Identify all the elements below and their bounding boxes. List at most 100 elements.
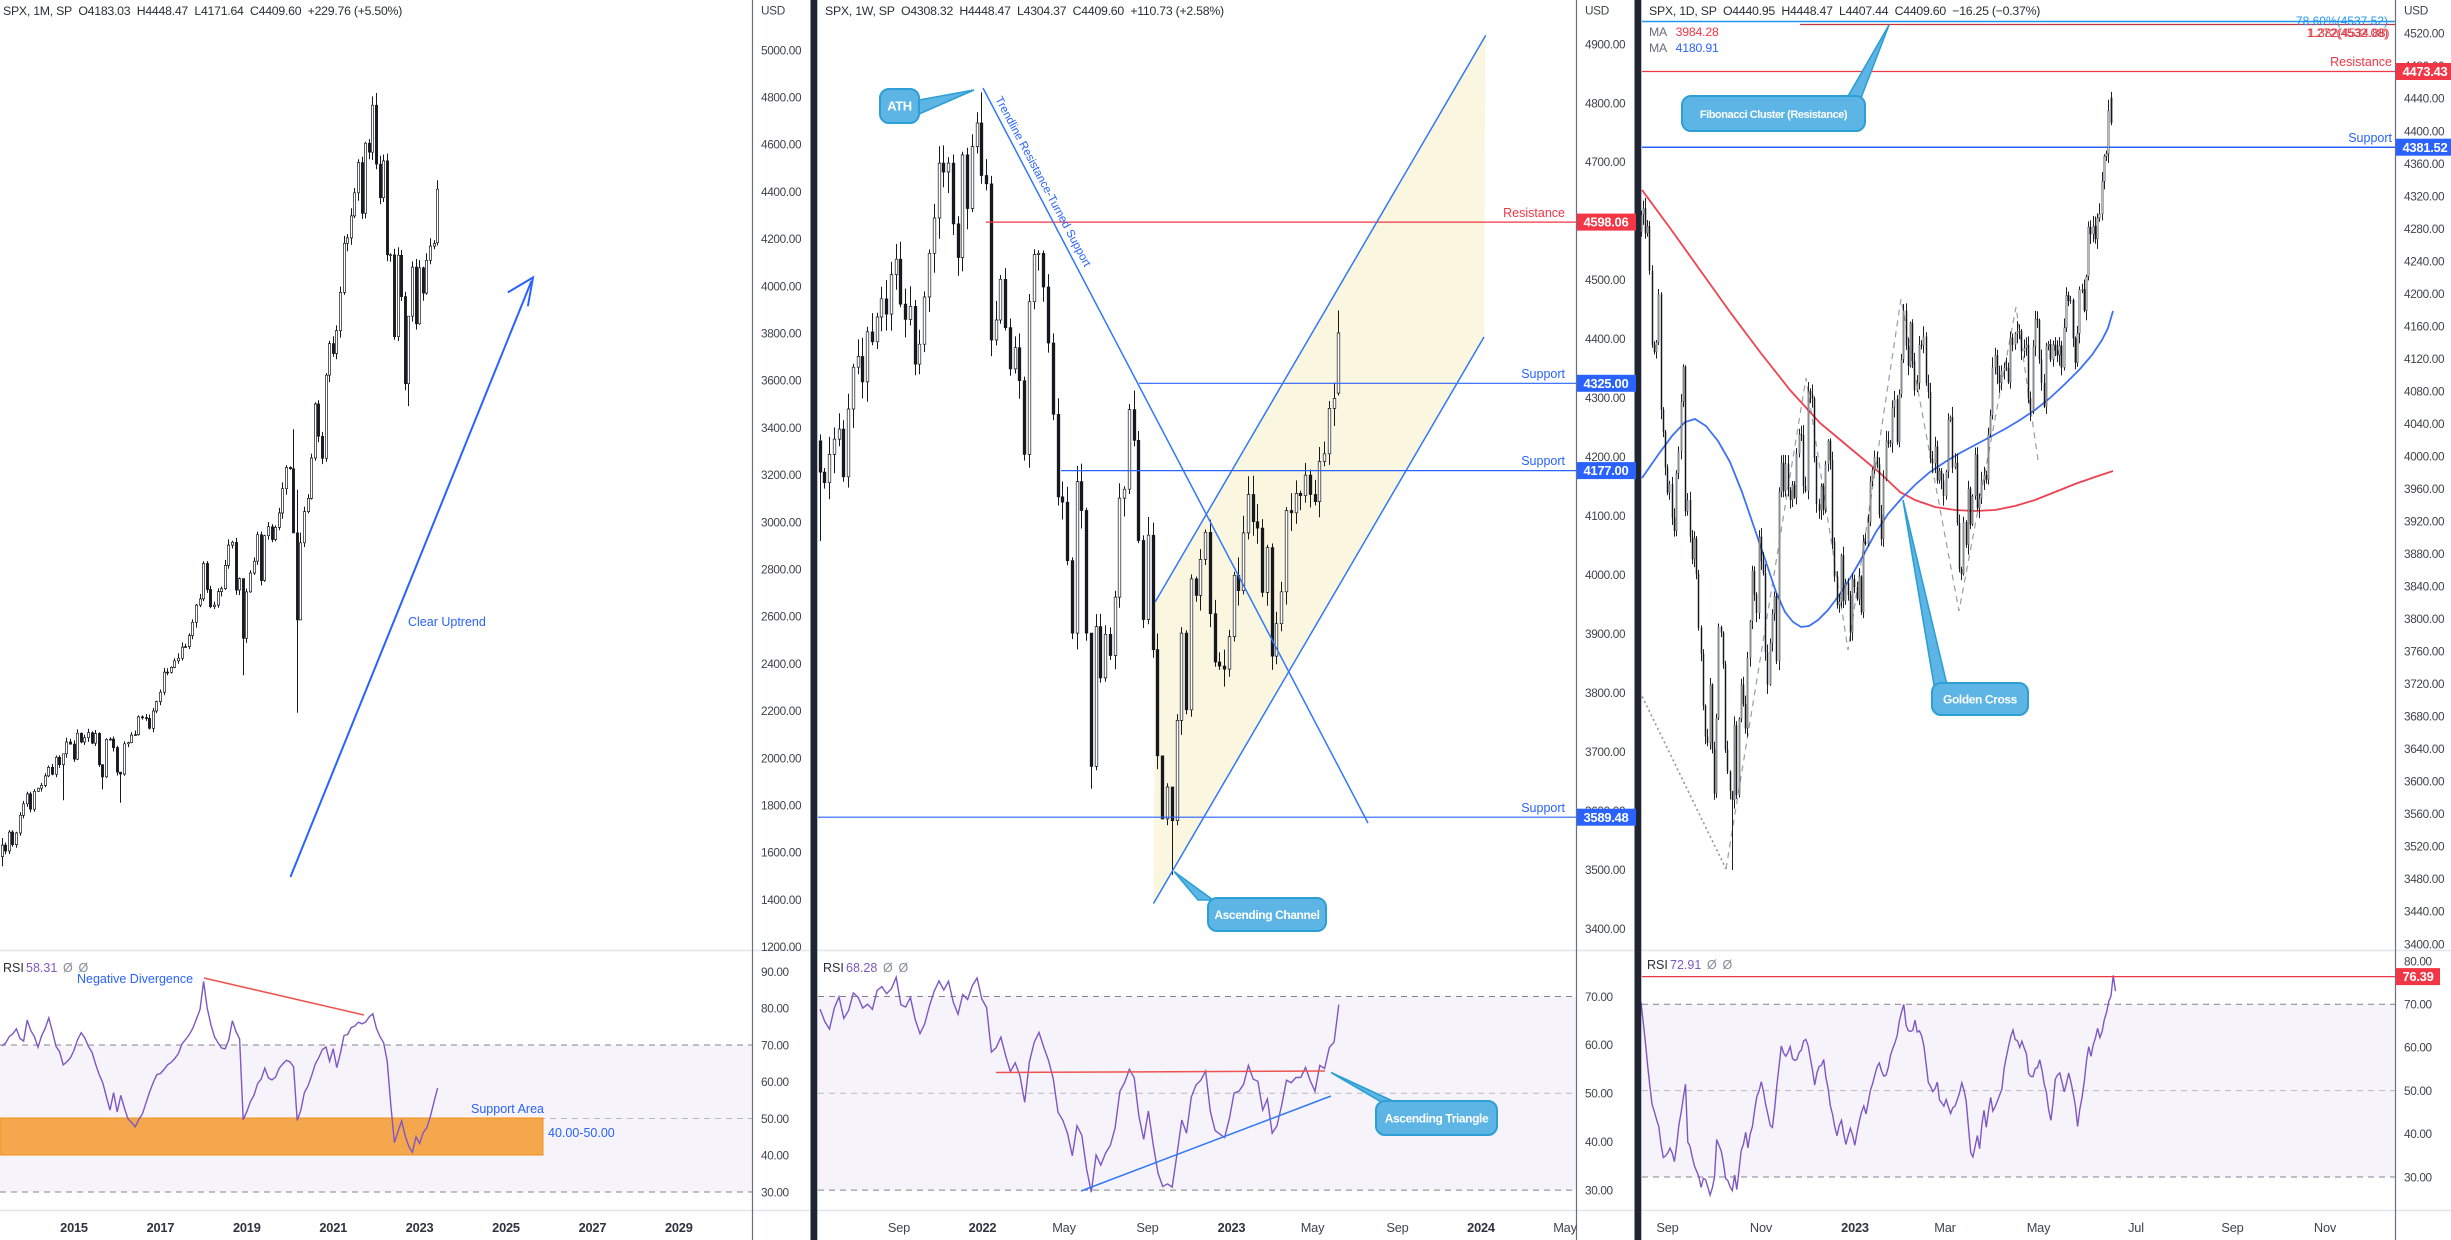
svg-text:Ø: Ø [63, 961, 73, 975]
svg-text:2600.00: 2600.00 [761, 610, 802, 624]
svg-text:1800.00: 1800.00 [761, 799, 802, 813]
svg-text:1600.00: 1600.00 [761, 846, 802, 860]
svg-text:ATH: ATH [887, 98, 912, 113]
svg-text:4200.00: 4200.00 [1585, 450, 1626, 464]
svg-text:3400.00: 3400.00 [1585, 922, 1626, 936]
svg-text:4320.00: 4320.00 [2404, 189, 2445, 203]
svg-text:2025: 2025 [492, 1220, 520, 1235]
svg-text:68.28: 68.28 [846, 961, 877, 975]
svg-text:3700.00: 3700.00 [1585, 745, 1626, 759]
svg-text:4040.00: 4040.00 [2404, 417, 2445, 431]
svg-text:3560.00: 3560.00 [2404, 807, 2445, 821]
svg-text:70.00: 70.00 [2404, 998, 2433, 1012]
svg-text:4325.00: 4325.00 [1584, 376, 1629, 391]
svg-text:Support Area: Support Area [471, 1102, 544, 1116]
svg-text:4080.00: 4080.00 [2404, 384, 2445, 398]
svg-text:Ascending Triangle: Ascending Triangle [1385, 1111, 1489, 1125]
svg-text:72.91: 72.91 [1670, 958, 1701, 972]
svg-text:Support: Support [1521, 801, 1565, 815]
svg-text:4000.00: 4000.00 [1585, 568, 1626, 582]
svg-text:60.00: 60.00 [1585, 1038, 1614, 1052]
svg-text:3880.00: 3880.00 [2404, 547, 2445, 561]
svg-text:60.00: 60.00 [2404, 1041, 2433, 1055]
svg-text:2024: 2024 [1467, 1220, 1496, 1235]
svg-text:1.272(4532.08): 1.272(4532.08) [2307, 26, 2388, 40]
svg-text:40.00: 40.00 [1585, 1135, 1614, 1149]
svg-text:Resistance: Resistance [2330, 55, 2392, 69]
svg-text:Sep: Sep [888, 1220, 910, 1235]
svg-text:4700.00: 4700.00 [1585, 155, 1626, 169]
svg-text:2019: 2019 [233, 1220, 261, 1235]
svg-text:58.31: 58.31 [26, 961, 57, 975]
svg-text:Nov: Nov [1750, 1220, 1773, 1235]
svg-text:3800.00: 3800.00 [1585, 686, 1626, 700]
svg-text:4177.00: 4177.00 [1584, 463, 1629, 478]
svg-text:3400.00: 3400.00 [761, 421, 802, 435]
svg-text:May: May [1052, 1220, 1076, 1235]
svg-text:Nov: Nov [2314, 1220, 2337, 1235]
svg-text:1400.00: 1400.00 [761, 893, 802, 907]
svg-text:90.00: 90.00 [761, 965, 790, 979]
svg-text:MA 3984.28: MA 3984.28 [1649, 25, 1719, 39]
svg-text:Sep: Sep [1386, 1220, 1408, 1235]
svg-text:2000.00: 2000.00 [761, 751, 802, 765]
svg-text:USD: USD [761, 4, 785, 18]
svg-text:2022: 2022 [969, 1220, 997, 1235]
svg-text:80.00: 80.00 [761, 1002, 790, 1016]
svg-text:Jul: Jul [2128, 1220, 2144, 1235]
svg-text:4600.00: 4600.00 [761, 138, 802, 152]
svg-text:Ø: Ø [883, 961, 893, 975]
svg-text:30.00: 30.00 [761, 1185, 790, 1199]
svg-text:3800.00: 3800.00 [2404, 612, 2445, 626]
svg-text:2021: 2021 [319, 1220, 347, 1235]
svg-text:May: May [1553, 1220, 1577, 1235]
svg-text:4500.00: 4500.00 [1585, 273, 1626, 287]
svg-text:50.00: 50.00 [2404, 1084, 2433, 1098]
svg-text:3600.00: 3600.00 [761, 374, 802, 388]
svg-text:Resistance: Resistance [1503, 206, 1565, 220]
svg-text:Ø: Ø [79, 961, 89, 975]
svg-text:30.00: 30.00 [2404, 1170, 2433, 1184]
svg-text:2023: 2023 [1218, 1220, 1246, 1235]
svg-text:2027: 2027 [579, 1220, 607, 1235]
svg-text:3589.48: 3589.48 [1584, 810, 1629, 825]
svg-text:3960.00: 3960.00 [2404, 482, 2445, 496]
svg-text:4200.00: 4200.00 [2404, 287, 2445, 301]
svg-text:3500.00: 3500.00 [1585, 863, 1626, 877]
svg-text:2023: 2023 [1841, 1220, 1869, 1235]
svg-text:4900.00: 4900.00 [1585, 37, 1626, 51]
svg-text:Clear Uptrend: Clear Uptrend [408, 615, 486, 629]
svg-text:3680.00: 3680.00 [2404, 710, 2445, 724]
svg-text:3200.00: 3200.00 [761, 468, 802, 482]
svg-text:76.39: 76.39 [2403, 969, 2434, 984]
svg-text:4473.43: 4473.43 [2403, 64, 2448, 79]
svg-text:4400.00: 4400.00 [761, 185, 802, 199]
svg-text:2015: 2015 [60, 1220, 88, 1235]
svg-text:RSI: RSI [1647, 958, 1668, 972]
svg-text:3800.00: 3800.00 [761, 327, 802, 341]
svg-text:3440.00: 3440.00 [2404, 905, 2445, 919]
svg-text:4240.00: 4240.00 [2404, 254, 2445, 268]
svg-text:4200.00: 4200.00 [761, 232, 802, 246]
svg-text:Sep: Sep [2221, 1220, 2243, 1235]
svg-text:3480.00: 3480.00 [2404, 872, 2445, 886]
svg-text:3600.00: 3600.00 [2404, 775, 2445, 789]
svg-text:40.00: 40.00 [2404, 1127, 2433, 1141]
svg-text:4440.00: 4440.00 [2404, 92, 2445, 106]
svg-text:SPX, 1W, SP O4308.32 H4448.4: SPX, 1W, SP O4308.32 H4448.47 L4304.37 C… [825, 4, 1224, 18]
svg-text:Ascending Channel: Ascending Channel [1214, 908, 1319, 922]
svg-text:4160.00: 4160.00 [2404, 319, 2445, 333]
svg-text:SPX, 1D, SP O4440.95 H4448.4: SPX, 1D, SP O4440.95 H4448.47 L4407.44 C… [1649, 4, 2040, 18]
svg-text:1.382(4534.88): 1.382(4534.88) [2308, 26, 2389, 40]
svg-text:3920.00: 3920.00 [2404, 515, 2445, 529]
svg-text:30.00: 30.00 [1585, 1183, 1614, 1197]
svg-text:MA 4180.91: MA 4180.91 [1649, 41, 1719, 55]
svg-text:80.00: 80.00 [2404, 954, 2433, 968]
svg-text:USD: USD [1585, 4, 1609, 18]
svg-text:4300.00: 4300.00 [1585, 391, 1626, 405]
svg-text:3000.00: 3000.00 [761, 515, 802, 529]
svg-text:2800.00: 2800.00 [761, 563, 802, 577]
svg-text:3760.00: 3760.00 [2404, 645, 2445, 659]
svg-text:60.00: 60.00 [761, 1075, 790, 1089]
svg-text:May: May [2027, 1220, 2051, 1235]
